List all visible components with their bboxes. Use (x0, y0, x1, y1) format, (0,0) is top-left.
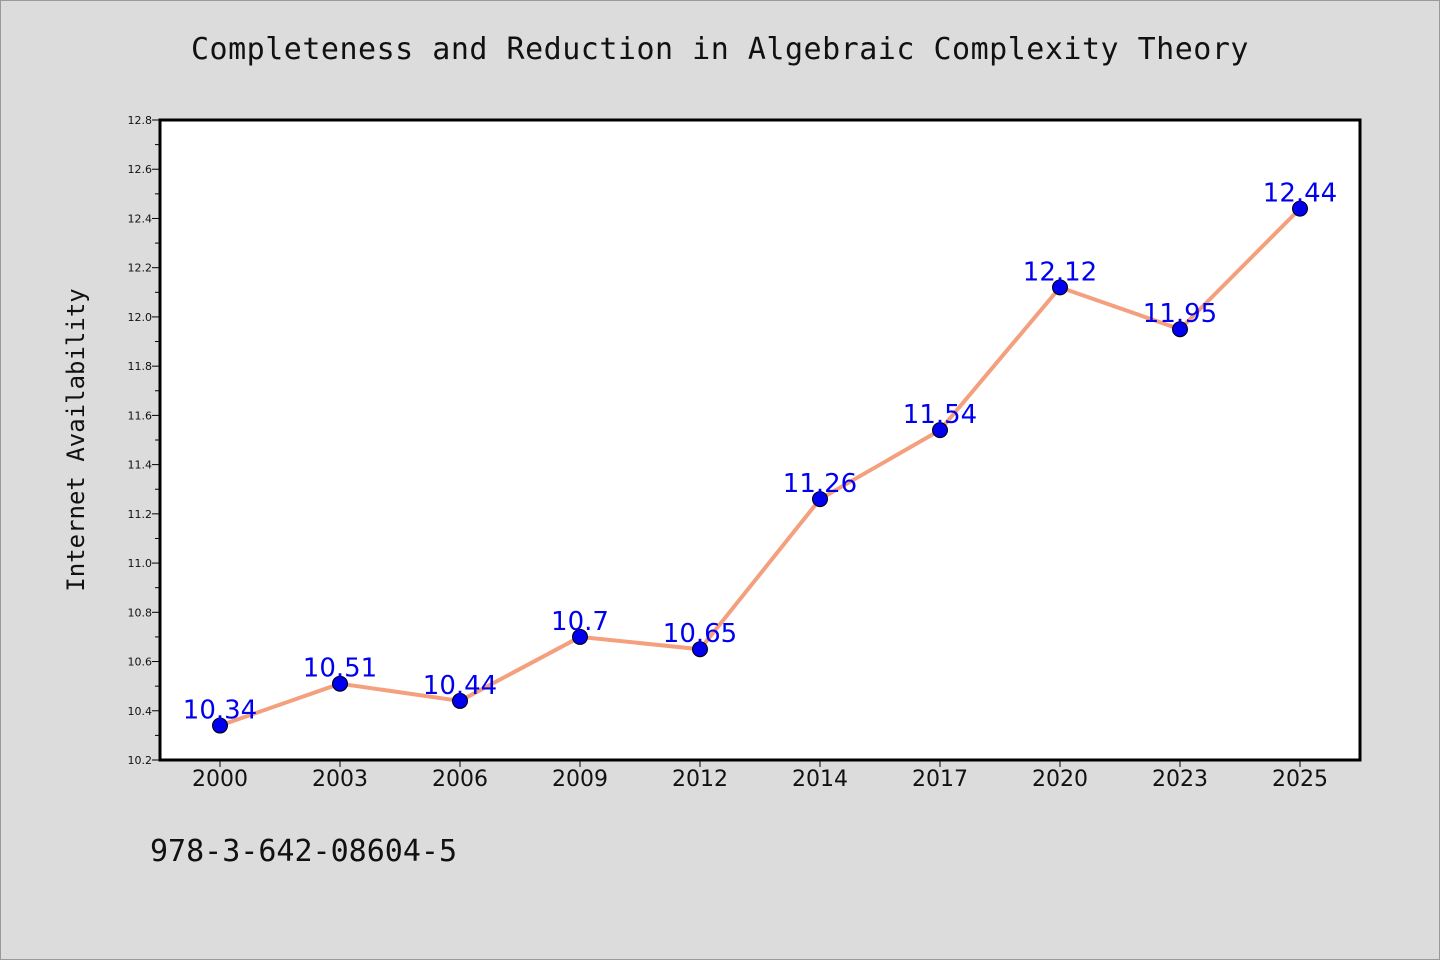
x-tick-label: 2000 (192, 767, 248, 792)
data-label: 11.26 (783, 469, 857, 499)
y-tick-label: 11.2 (128, 508, 153, 521)
x-tick-label: 2023 (1152, 767, 1208, 792)
data-label: 11.95 (1143, 299, 1217, 329)
x-tick-label: 2020 (1032, 767, 1088, 792)
data-label: 10.34 (183, 696, 257, 726)
x-tick-label: 2009 (552, 767, 608, 792)
y-tick-label: 10.4 (128, 705, 153, 718)
y-tick-label: 11.8 (128, 360, 153, 373)
x-tick-label: 2014 (792, 767, 848, 792)
y-axis-label: Internet Availability (62, 288, 90, 591)
x-tick-label: 2012 (672, 767, 728, 792)
y-tick-label: 11.0 (128, 557, 153, 570)
y-tick-label: 12.0 (128, 311, 153, 324)
y-tick-label: 10.8 (128, 606, 153, 619)
y-tick-label: 12.6 (128, 163, 153, 176)
y-tick-label: 12.2 (128, 262, 153, 275)
y-tick-label: 11.4 (128, 459, 153, 472)
y-tick-label: 11.6 (128, 409, 153, 422)
data-label: 10.65 (663, 619, 737, 649)
data-point (692, 641, 708, 658)
data-label: 11.54 (903, 400, 977, 430)
data-point (932, 422, 948, 439)
data-point (1052, 279, 1068, 296)
chart-title: Completeness and Reduction in Algebraic … (190, 32, 1249, 67)
data-point (212, 717, 228, 734)
isbn-footnote: 978-3-642-08604-5 (150, 834, 458, 869)
data-label: 10.44 (423, 671, 497, 701)
data-label: 12.12 (1023, 257, 1097, 287)
data-point (812, 491, 828, 508)
data-label: 10.51 (303, 654, 377, 684)
y-tick-label: 10.2 (128, 754, 153, 767)
data-label: 10.7 (551, 607, 609, 637)
y-tick-label: 10.6 (128, 656, 153, 669)
data-point (1172, 321, 1188, 338)
data-point (452, 692, 468, 709)
data-point (332, 675, 348, 692)
data-point (572, 628, 588, 645)
data-point (1292, 200, 1308, 217)
y-tick-label: 12.8 (128, 114, 153, 127)
y-tick-label: 12.4 (128, 212, 153, 225)
x-tick-label: 2017 (912, 767, 968, 792)
plot-area (158, 118, 1362, 762)
series-line (219, 207, 1302, 728)
x-tick-label: 2025 (1272, 767, 1328, 792)
x-tick-label: 2003 (312, 767, 368, 792)
data-label: 12.44 (1263, 179, 1337, 209)
x-tick-label: 2006 (432, 767, 488, 792)
